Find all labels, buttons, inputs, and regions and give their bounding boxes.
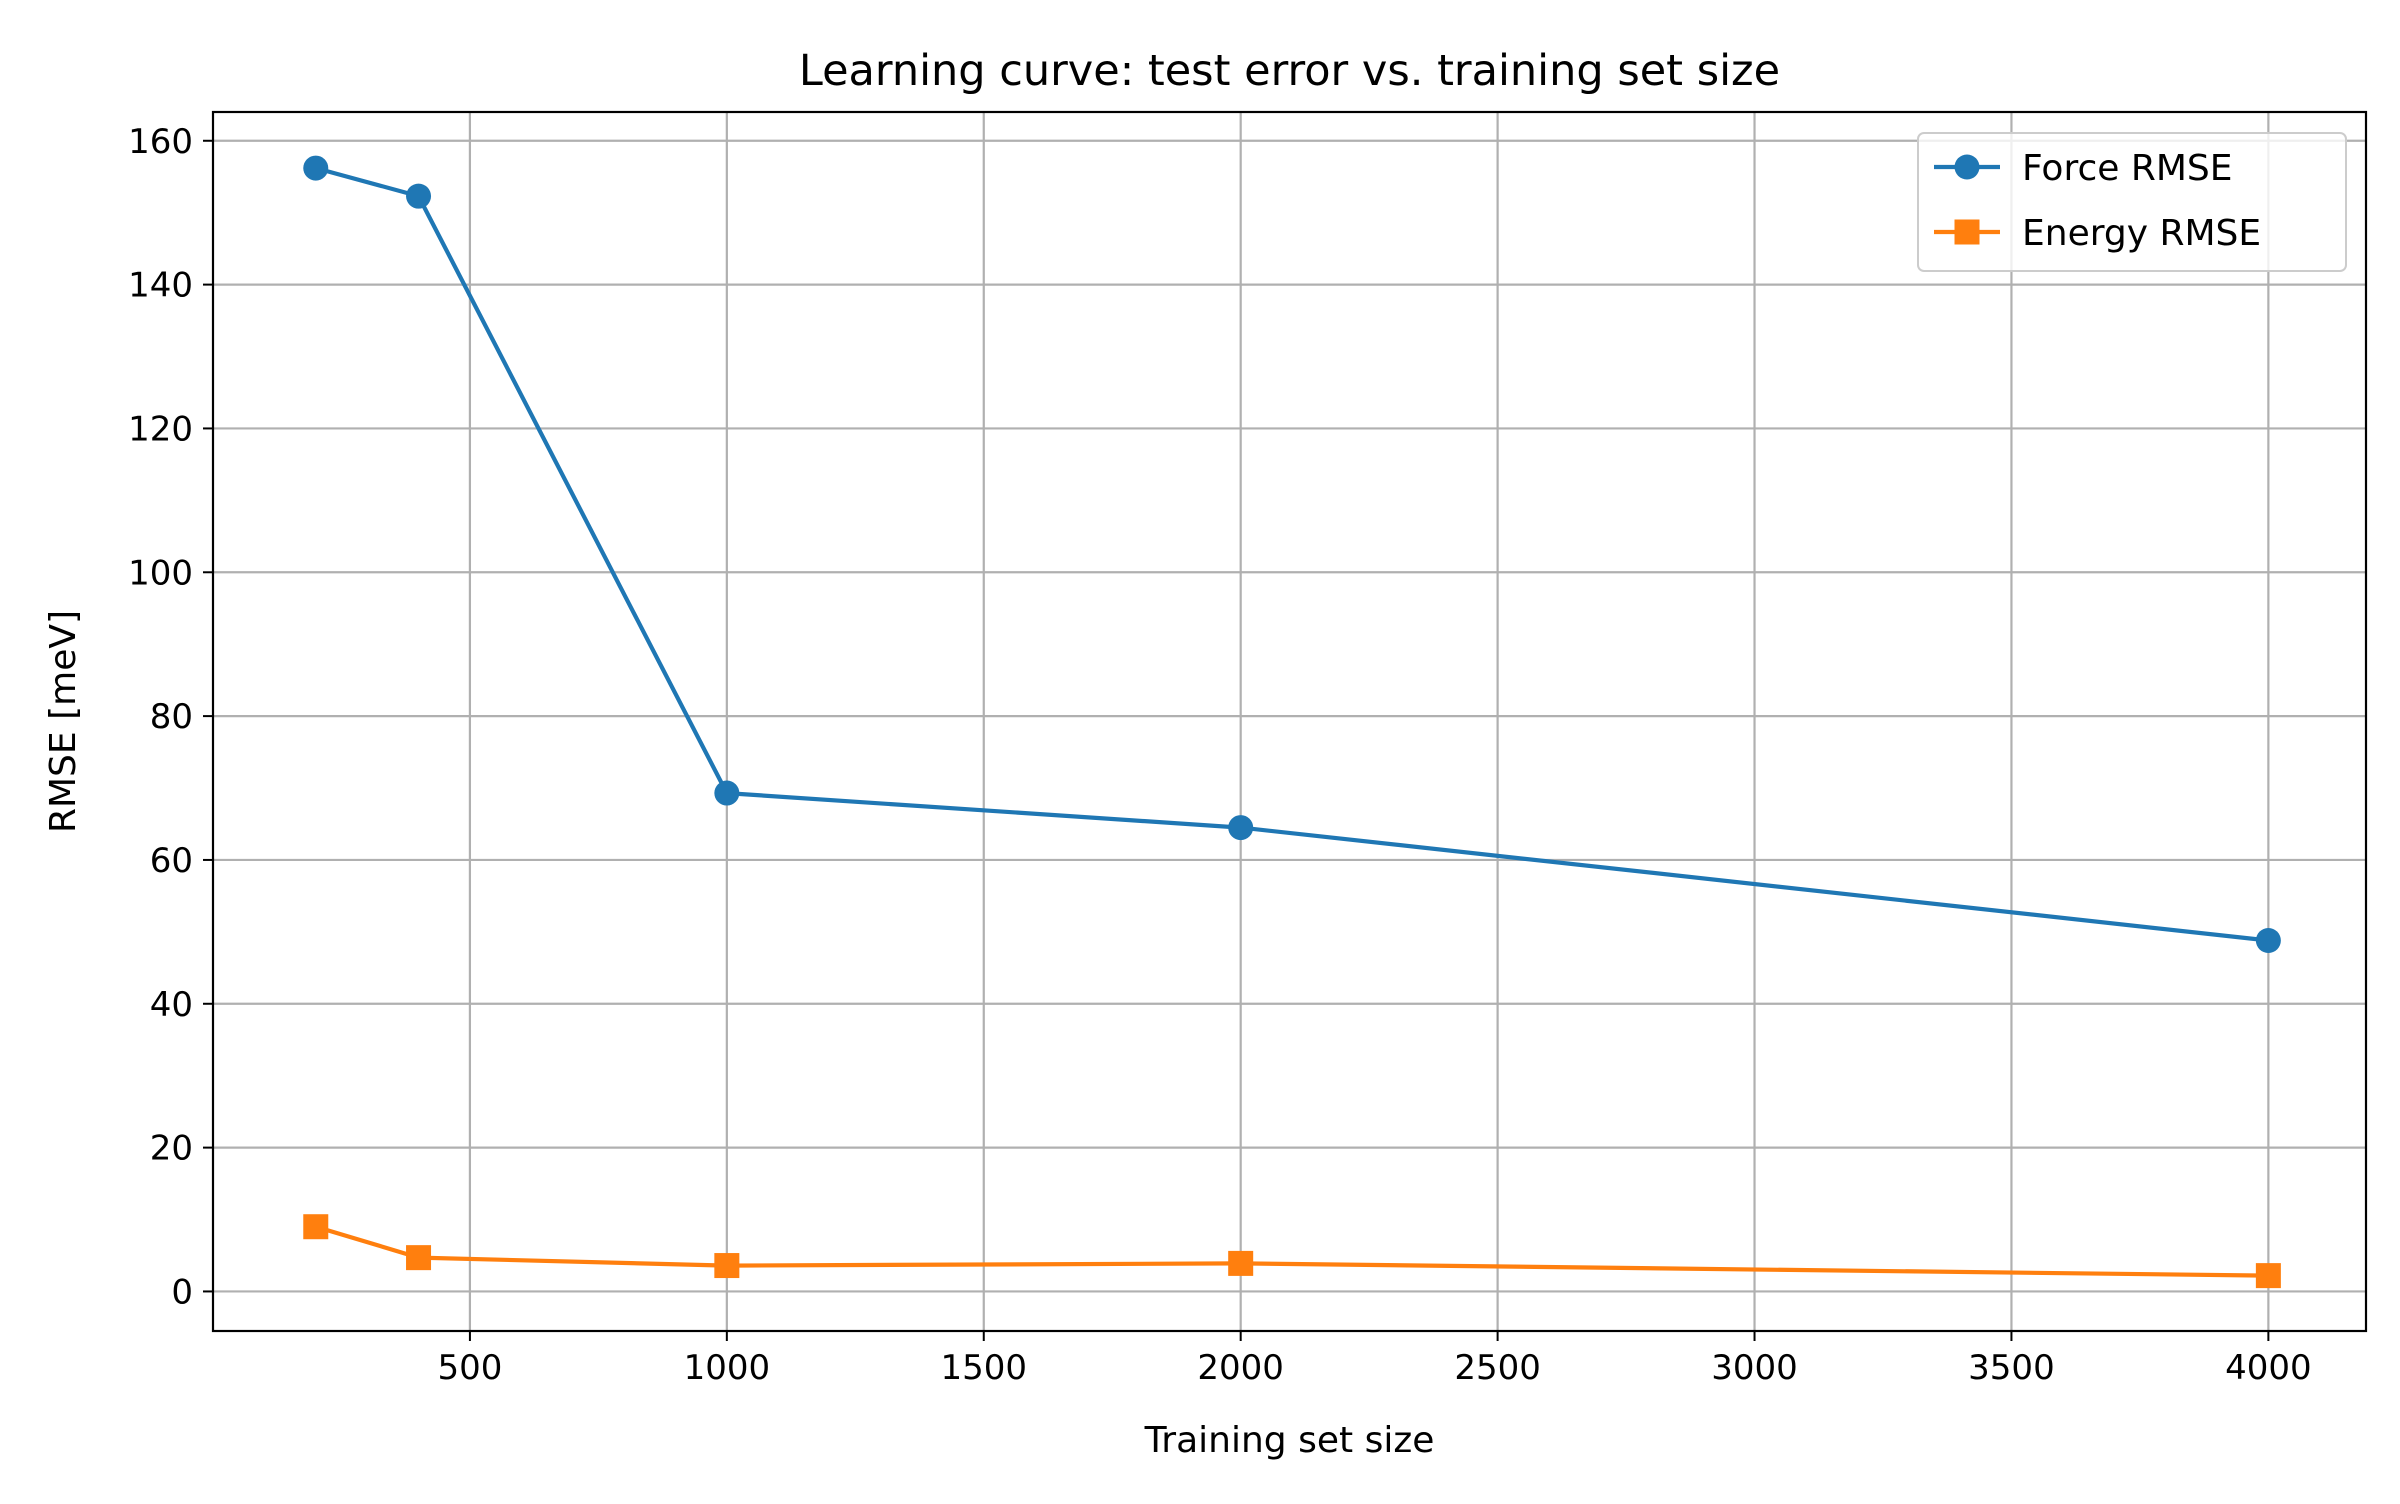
data-point-force-rmse-200 — [303, 155, 329, 181]
y-tick-label-60: 60 — [150, 841, 193, 881]
x-tick-label-2500: 2500 — [1454, 1348, 1541, 1388]
data-point-energy-rmse-400 — [406, 1245, 432, 1271]
x-tick-label-1000: 1000 — [684, 1348, 771, 1388]
y-tick-label-80: 80 — [150, 697, 193, 737]
grid — [213, 112, 2366, 1331]
y-tick-label-20: 20 — [150, 1129, 193, 1169]
data-point-energy-rmse-4000 — [2255, 1263, 2281, 1289]
legend-label-force-rmse: Force RMSE — [2022, 148, 2233, 189]
series-layer — [303, 155, 2281, 1289]
x-tick-label-2000: 2000 — [1197, 1348, 1284, 1388]
data-point-energy-rmse-2000 — [1228, 1250, 1254, 1276]
x-tick-label-500: 500 — [437, 1348, 502, 1388]
y-tick-label-100: 100 — [128, 553, 193, 593]
data-point-force-rmse-400 — [406, 183, 432, 209]
x-tick-label-3000: 3000 — [1711, 1348, 1798, 1388]
x-tick-label-4000: 4000 — [2225, 1348, 2312, 1388]
legend-marker-energy-rmse — [1954, 219, 1980, 245]
ticks: 500 1000 1500 2000 2500 3000 3500 4000 0 20 40 60 80… — [128, 122, 2312, 1388]
y-tick-label-120: 120 — [128, 409, 193, 449]
data-point-force-rmse-1000 — [714, 780, 740, 806]
data-point-energy-rmse-200 — [303, 1214, 329, 1240]
plot-frame — [211, 110, 2368, 1333]
data-point-force-rmse-4000 — [2255, 927, 2281, 953]
x-axis-label: Training set size — [1144, 1420, 1435, 1461]
y-tick-label-40: 40 — [150, 985, 193, 1025]
x-tick-label-3500: 3500 — [1968, 1348, 2055, 1388]
y-tick-label-0: 0 — [171, 1272, 193, 1312]
legend-marker-force-rmse — [1954, 154, 1980, 180]
legend-box — [1917, 132, 2347, 272]
data-point-energy-rmse-1000 — [714, 1253, 740, 1279]
legend: Force RMSE Energy RMSE — [1917, 132, 2347, 272]
x-tick-label-1500: 1500 — [940, 1348, 1027, 1388]
y-tick-label-160: 160 — [128, 122, 193, 162]
data-point-force-rmse-2000 — [1228, 815, 1254, 841]
y-tick-label-140: 140 — [128, 266, 193, 306]
y-axis-label: RMSE [meV] — [43, 610, 84, 833]
chart-title: Learning curve: test error vs. training … — [799, 46, 1780, 96]
legend-label-energy-rmse: Energy RMSE — [2022, 213, 2261, 254]
